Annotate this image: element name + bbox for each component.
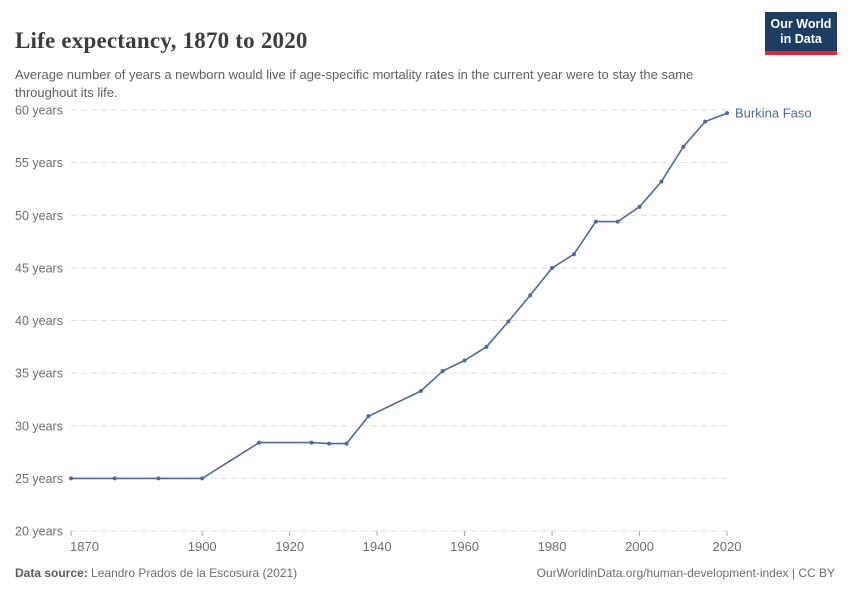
y-axis-label: 55 years [15,156,63,170]
data-point [506,319,511,324]
x-axis-label: 2000 [625,539,654,554]
data-point [659,179,664,184]
y-axis-label: 50 years [15,209,63,223]
owid-logo-line1: Our World [770,17,832,31]
y-axis-label: 45 years [15,261,63,275]
chart-title: Life expectancy, 1870 to 2020 [15,28,308,54]
data-point [681,144,686,149]
data-source: Data source: Leandro Prados de la Escosu… [15,566,297,580]
data-point [112,476,117,481]
data-point [571,252,576,257]
license-link[interactable]: OurWorldinData.org/human-development-ind… [536,566,835,580]
data-point [69,476,73,481]
data-point [484,344,489,349]
x-axis-label: 1980 [538,539,567,554]
data-point [156,476,161,481]
y-axis-label: 25 years [15,472,63,486]
data-point [418,389,423,394]
series-label: Burkina Faso [735,106,812,121]
data-point [200,476,205,481]
data-point [462,358,467,363]
data-point [440,369,445,374]
data-source-label: Data source: [15,566,88,580]
y-axis-label: 40 years [15,314,63,328]
data-point [725,111,729,116]
data-point [637,204,642,209]
x-axis-label: 1900 [188,539,217,554]
data-point [703,119,708,124]
data-point [344,441,349,446]
data-point [593,219,598,224]
owid-logo: Our World in Data [765,12,837,55]
data-point [327,441,332,446]
chart-footer: Data source: Leandro Prados de la Escosu… [15,566,835,580]
x-axis-label: 1920 [275,539,304,554]
x-axis-label: 1870 [70,539,99,554]
data-point [309,440,314,445]
data-source-value: Leandro Prados de la Escosura (2021) [91,566,298,580]
data-point [366,414,371,419]
x-axis-label: 1960 [450,539,479,554]
y-axis-label: 30 years [15,419,63,433]
data-point [550,265,555,270]
x-axis-label: 1940 [363,539,392,554]
y-axis-label: 60 years [15,104,63,118]
y-axis-label: 35 years [15,367,63,381]
chart-subtitle: Average number of years a newborn would … [15,67,694,100]
data-point [257,440,262,445]
data-point [615,219,620,224]
y-axis-label: 20 years [15,525,63,539]
data-point [528,293,533,298]
data-line [70,112,728,480]
owid-logo-line2: in Data [780,32,822,46]
x-axis-label: 2020 [713,539,742,554]
